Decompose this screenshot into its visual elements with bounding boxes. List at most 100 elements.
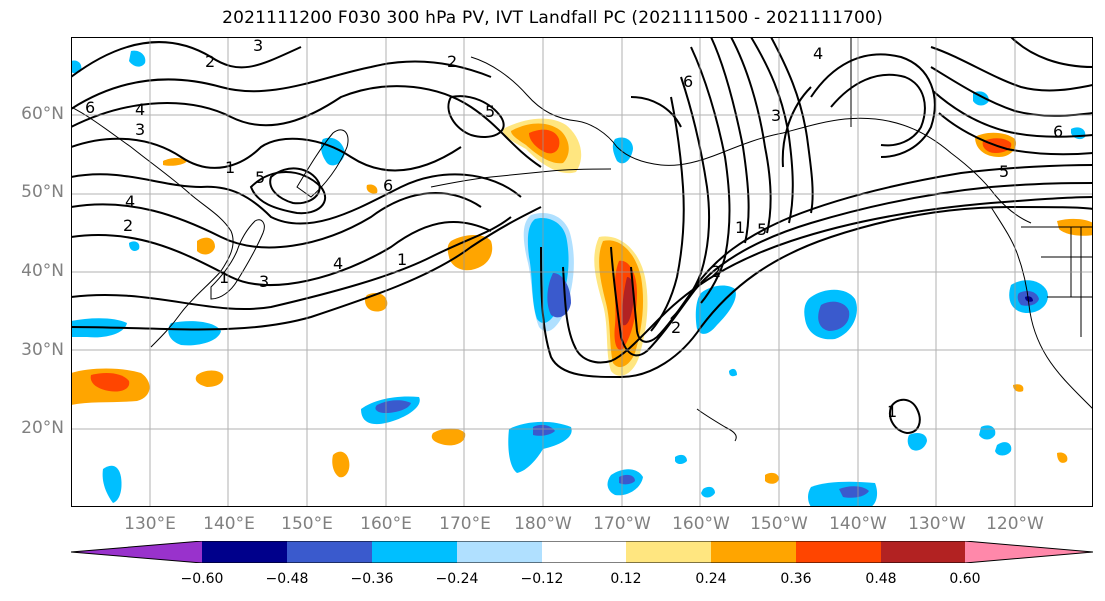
contour-label: 2 <box>123 216 133 235</box>
lat-label-40n: 40°N <box>21 261 64 281</box>
contour-labels: 2 3 6 4 1 5 2 3 6 2 4 1 5 3 4 1 2 6 1 5 … <box>85 37 1063 421</box>
colorbar-bin-7 <box>711 541 796 563</box>
contour-label: 3 <box>259 272 269 291</box>
colorbar-tick-012: 0.12 <box>610 571 642 587</box>
shading-orange-east-pacific <box>1013 384 1024 392</box>
pv-contour-trough <box>540 205 1093 379</box>
colorbar-tick-m060: −0.60 <box>180 571 224 587</box>
shading-orange-japan <box>197 237 215 255</box>
shading-blue-175e <box>508 421 572 473</box>
lon-label-170e: 170°E <box>439 514 491 534</box>
positive-anomaly-blobs <box>71 118 1093 484</box>
shading-orange-185 <box>431 428 466 446</box>
coastline-asia <box>71 106 234 348</box>
contour-label: 6 <box>683 72 693 91</box>
colorbar-bin-8 <box>796 541 881 563</box>
pv-contour-line <box>249 171 327 215</box>
map-panel: 2 3 6 4 1 5 2 3 6 2 4 1 5 3 4 1 2 6 1 5 … <box>71 37 1093 507</box>
contour-label: 4 <box>813 44 823 63</box>
lat-label-60n: 60°N <box>21 104 64 124</box>
shading-blue-west-japan <box>102 465 122 503</box>
pv-contour-line <box>71 41 302 78</box>
contour-label: 4 <box>333 254 343 273</box>
pv-contour-line <box>71 173 522 225</box>
contour-label: 1 <box>225 158 235 177</box>
coastline-kamchatka <box>296 129 349 198</box>
shading-darkblue-170w <box>619 474 635 485</box>
shading-blue-hawaii-small <box>729 368 737 377</box>
pv-contour-trough <box>650 96 685 332</box>
contour-label: 6 <box>1053 122 1063 141</box>
shading-orange-kamchatka <box>366 184 378 194</box>
border-us-states <box>1041 227 1093 337</box>
contour-label: 2 <box>447 52 457 71</box>
lon-label-140e: 140°E <box>203 514 255 534</box>
shading-orange-120w <box>1057 452 1068 463</box>
coastline-hawaii <box>696 408 737 442</box>
map-frame <box>71 37 1093 507</box>
pv-contour-line <box>71 137 462 172</box>
pv-contour-ridge <box>1010 37 1093 68</box>
colorbar-bin-3 <box>372 541 457 563</box>
colorbar-extend-high <box>965 541 1093 563</box>
contour-label: 5 <box>999 162 1009 181</box>
colorbar-tick-m048: −0.48 <box>265 571 309 587</box>
shading-orange-west-asia <box>163 158 187 166</box>
shading-blue-165w <box>701 486 715 498</box>
shading-blue-west-edge <box>71 60 82 74</box>
pv-contour-ridge <box>810 53 936 158</box>
coastline-aleutians <box>430 168 612 188</box>
contour-label: 3 <box>135 120 145 139</box>
contour-label: 1 <box>397 250 407 269</box>
pv-contour-line <box>269 167 321 205</box>
pv-contour-line <box>71 60 492 110</box>
colorbar-tick-m036: −0.36 <box>350 571 394 587</box>
contour-label: 3 <box>771 106 781 125</box>
shading-blue-130w <box>907 433 927 451</box>
shading-navy-california <box>1025 296 1033 302</box>
pc-shading <box>71 50 1093 507</box>
coastline-japan <box>210 219 265 300</box>
colorbar-bin-1 <box>202 541 287 563</box>
contour-label: 1 <box>219 268 229 287</box>
shading-blue-120w <box>995 442 1012 456</box>
shading-orange-145e <box>195 370 224 387</box>
pv-contours <box>71 37 1093 435</box>
pv-contour-trough <box>610 182 1093 357</box>
pv-contour-line <box>447 95 505 138</box>
map-title: 2021111200 F030 300 hPa PV, IVT Landfall… <box>222 8 883 28</box>
colorbar <box>71 541 1093 563</box>
pv-contour-line <box>71 216 512 311</box>
shading-red-west-pacific <box>90 373 130 392</box>
shading-darkblue-155e <box>375 400 411 413</box>
pv-contour-trough <box>750 37 794 224</box>
lat-label-50n: 50°N <box>21 182 64 202</box>
colorbar-tick-024: 0.24 <box>695 571 727 587</box>
coastline-alaska <box>470 56 1032 224</box>
gridlines <box>71 37 1093 507</box>
pv-contour-ridge <box>781 86 812 168</box>
colorbar-tick-036: 0.36 <box>780 571 812 587</box>
shading-darkblue-175e <box>533 424 555 436</box>
colorbar-extend-low <box>71 541 202 563</box>
negative-anomaly-blobs <box>71 50 1086 507</box>
contour-label: 6 <box>383 176 393 195</box>
contour-label: 5 <box>757 220 767 239</box>
pv-contour-ridge <box>630 96 682 128</box>
contour-label: 1 <box>735 218 745 237</box>
pv-contour-trough <box>690 46 731 304</box>
shading-orange-160e <box>365 293 388 312</box>
contour-label: 5 <box>485 102 495 121</box>
contour-label: 2 <box>711 262 721 281</box>
shading-blue-north-asia <box>129 50 146 67</box>
contour-label: 3 <box>253 37 263 55</box>
pv-contour-closed-1 <box>889 398 921 435</box>
lon-label-160w: 160°W <box>672 514 730 534</box>
lon-label-140w: 140°W <box>829 514 887 534</box>
contour-label: 2 <box>671 318 681 337</box>
colorbar-bin-6 <box>626 541 711 563</box>
lon-label-150w: 150°W <box>750 514 808 534</box>
lon-label-130e: 130°E <box>124 514 176 534</box>
shading-red-gulf-alaska <box>529 129 560 154</box>
pv-contour-trough <box>730 37 772 234</box>
